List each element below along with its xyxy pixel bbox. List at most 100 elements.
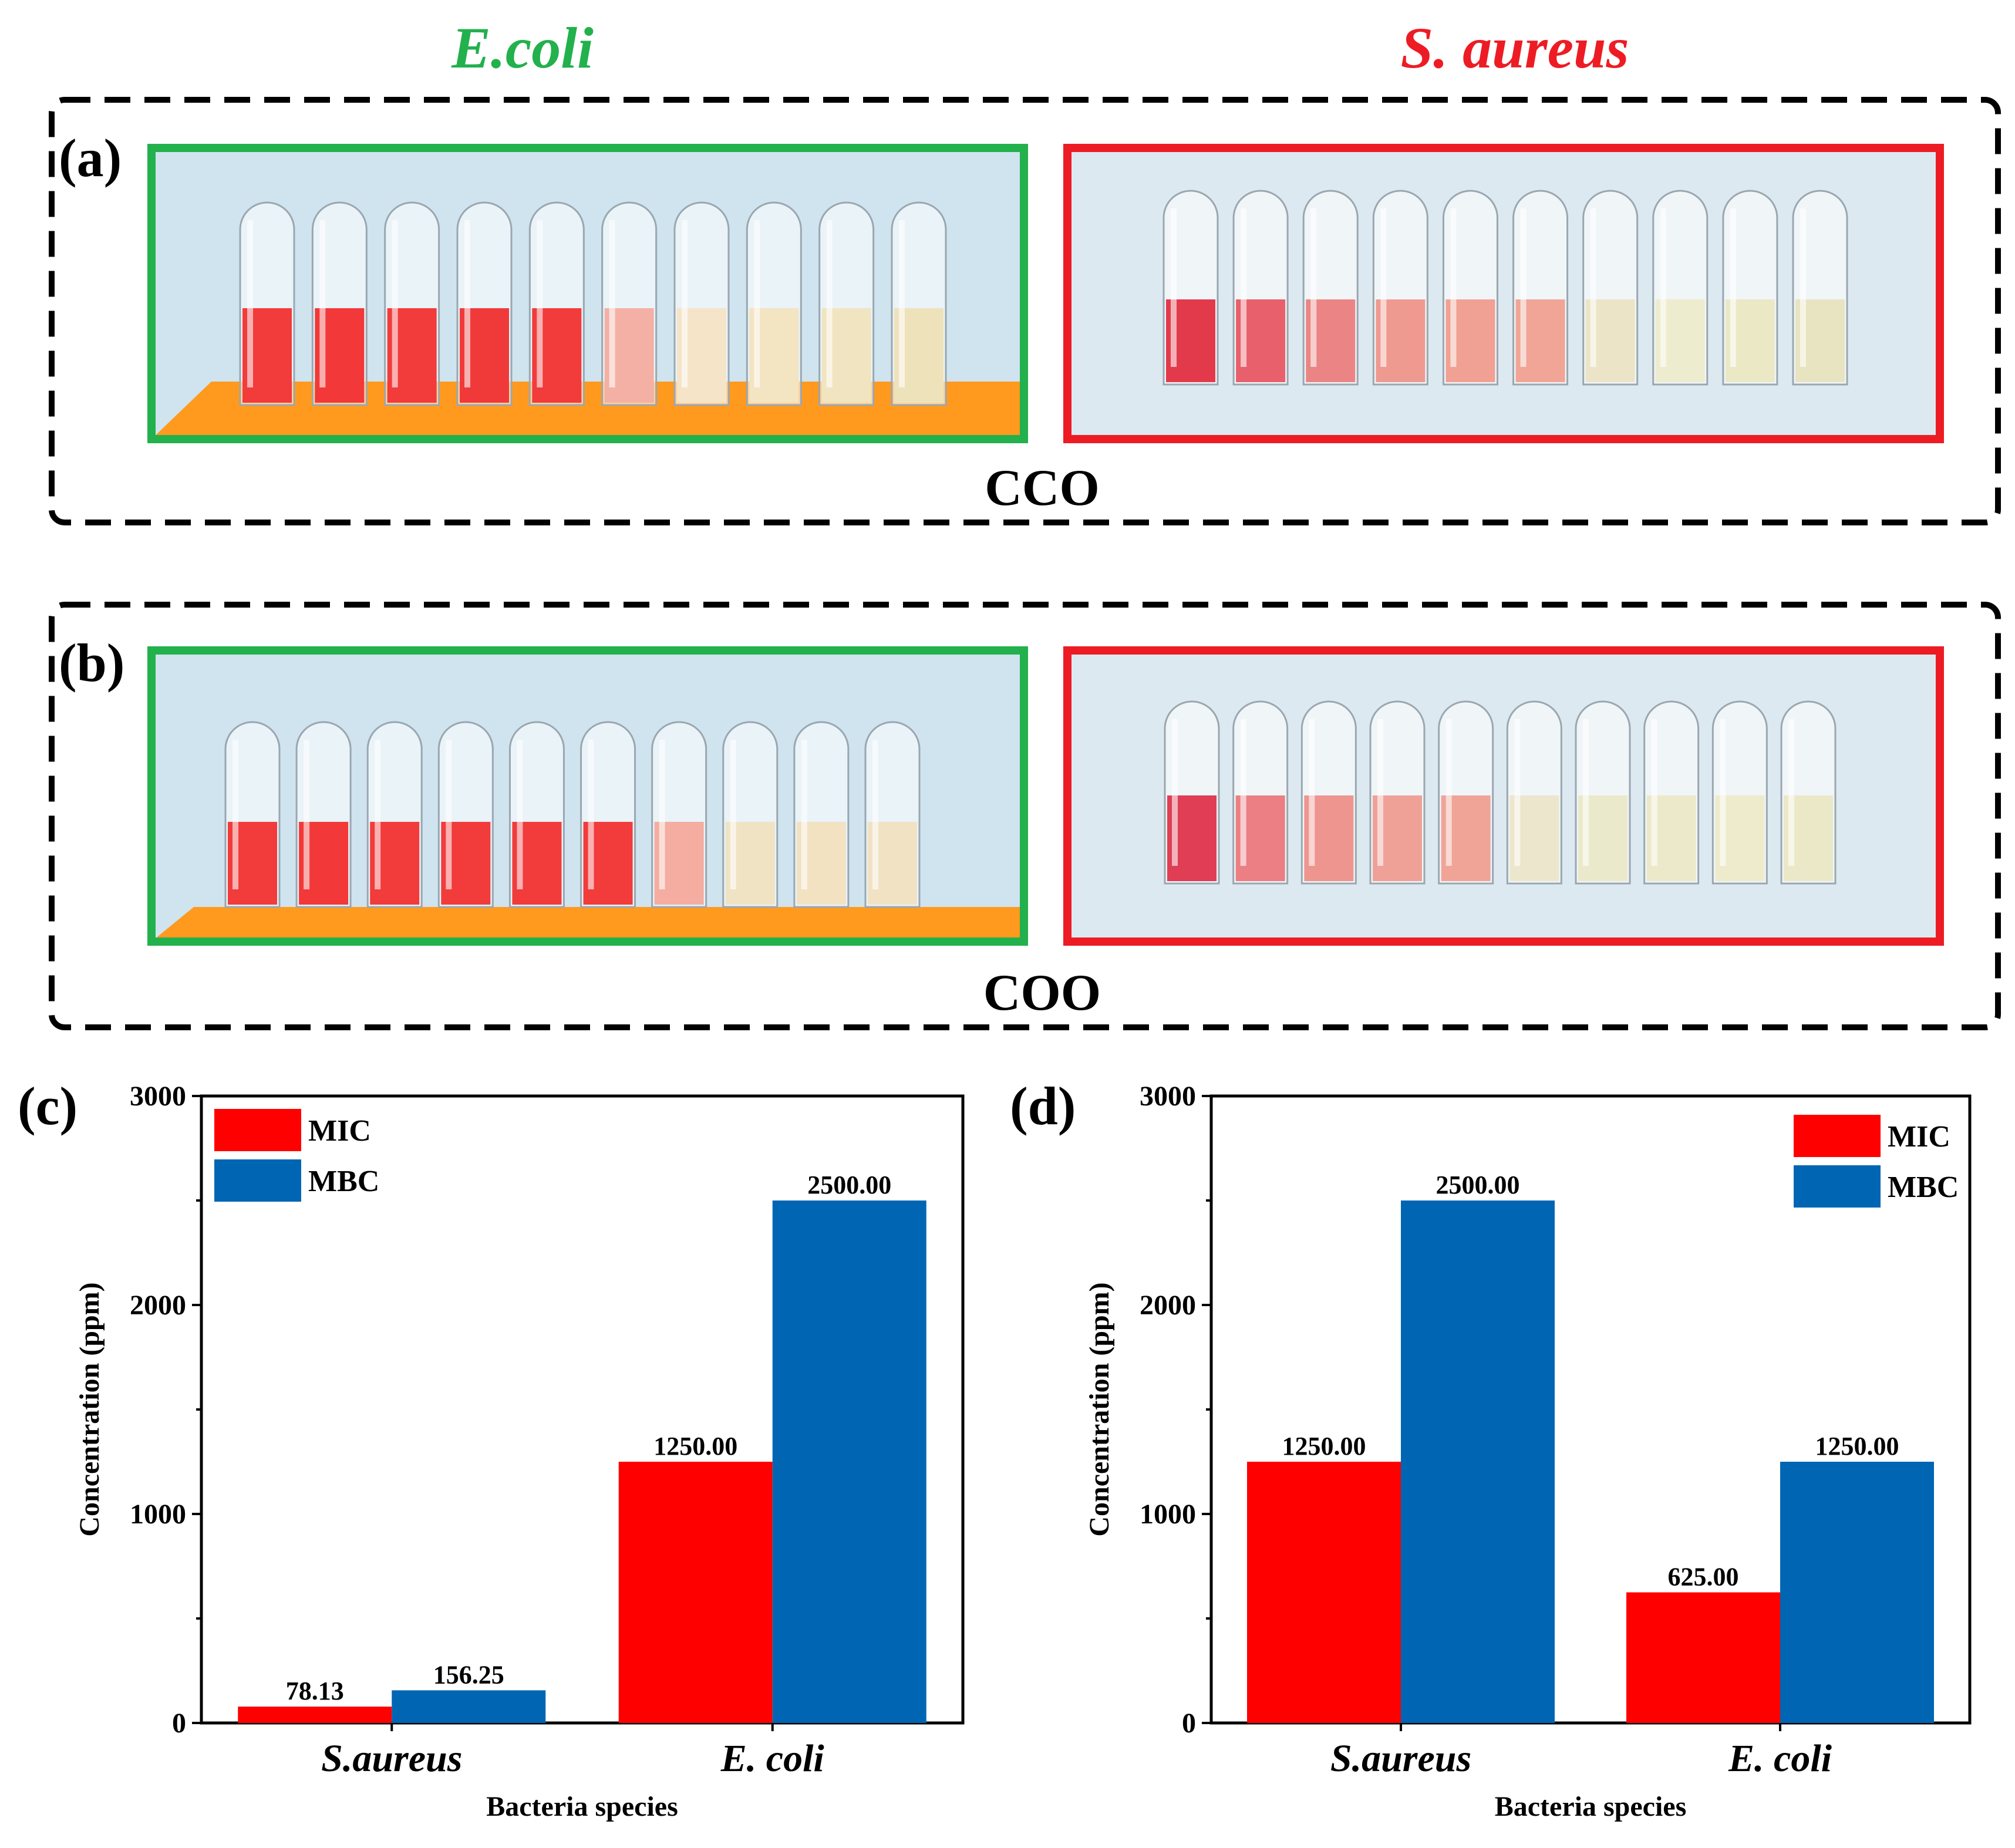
legend-swatch-mic: [1794, 1115, 1881, 1157]
ecoli-a-tube-9: [818, 201, 875, 406]
data-label: 2500.00: [807, 1171, 891, 1199]
x-tick-label: S.aureus: [321, 1737, 462, 1780]
tube-highlight: [659, 740, 665, 889]
tube-highlight: [588, 740, 594, 889]
ecoli-b-tube-2: [295, 721, 352, 908]
saureus-a-tube-10: [1792, 190, 1848, 386]
tube-highlight: [1730, 208, 1736, 367]
tube-highlight: [537, 220, 543, 387]
photo-ecoli-a: [147, 144, 1028, 443]
saureus-a-tube-8: [1652, 190, 1709, 386]
ecoli-b-tube-7: [651, 721, 707, 908]
tube-highlight: [1380, 208, 1387, 367]
tube-highlight: [682, 220, 688, 387]
tube-highlight: [517, 740, 523, 889]
tube-highlight: [754, 220, 760, 387]
material-label-b: COO: [983, 965, 1101, 1021]
panel-label-a: (a): [59, 128, 122, 188]
tube-highlight: [1310, 208, 1317, 367]
saureus-b-tube-6: [1506, 700, 1562, 885]
saureus-a-tube-7: [1582, 190, 1639, 386]
saureus-a-tube-9: [1722, 190, 1778, 386]
tube-highlight: [392, 220, 398, 387]
y-tick-label: 2000: [1140, 1290, 1196, 1321]
y-tick-label: 1000: [130, 1499, 186, 1530]
saureus-b-tube-3: [1300, 700, 1357, 885]
ecoli-b-tube-9: [793, 721, 850, 908]
header-saureus: S. aureus: [1400, 15, 1629, 80]
photo-ecoli-b: [147, 646, 1028, 946]
tube-highlight: [319, 220, 326, 387]
ecoli-a-tube-4: [456, 201, 513, 406]
x-tick-label: S.aureus: [1330, 1737, 1471, 1780]
tube-highlight: [609, 220, 615, 387]
tube-highlight: [1241, 208, 1247, 367]
dashed-frame-b: [49, 602, 2001, 1030]
ecoli-b-tube-3: [366, 721, 423, 908]
tube-highlight: [1720, 719, 1726, 866]
material-label-a: CCO: [985, 460, 1100, 517]
ecoli-b-tube-8: [722, 721, 779, 908]
saureus-a-tube-2: [1232, 190, 1289, 386]
ecoli-a-tube-7: [673, 201, 730, 406]
chart-c: 0 1000 2000 3000 S.aureus 78.13 156.25 E. coli 1…: [74, 1081, 965, 1822]
x-tick-label: E. coli: [720, 1737, 825, 1780]
ecoli-a-tube-3: [384, 201, 440, 406]
tube-highlight: [1583, 719, 1589, 866]
y-tick-label: 3000: [130, 1081, 186, 1112]
photo-panel-a: (a) CCO: [49, 97, 2001, 525]
bar-mic: [1626, 1592, 1780, 1723]
saureus-border-a: [1063, 144, 1944, 443]
tube-highlight: [304, 740, 310, 889]
legend-label-mbc: MBC: [1888, 1171, 1959, 1204]
panel-label-d: (d): [1010, 1076, 1076, 1136]
tube-highlight: [1520, 208, 1527, 367]
tubes-ecoli-b: [224, 721, 921, 908]
tube-highlight: [1309, 719, 1315, 866]
tubes-ecoli-a: [239, 201, 947, 406]
tube-highlight: [1660, 208, 1666, 367]
tubes-saureus-b: [1164, 700, 1837, 885]
bar-mbc: [1780, 1462, 1934, 1723]
legend-swatch-mic: [214, 1109, 301, 1151]
tube-highlight: [1171, 208, 1177, 367]
data-label: 625.00: [1668, 1563, 1739, 1591]
ecoli-a-tube-10: [891, 201, 947, 406]
bar-mic: [618, 1462, 773, 1723]
dashed-frame-a: [49, 97, 2001, 525]
saureus-a-tube-1: [1162, 190, 1219, 386]
ecoli-a-tube-1: [239, 201, 295, 406]
tube-highlight: [730, 740, 736, 889]
panel-label-c: (c): [18, 1076, 78, 1136]
ecoli-b-tube-6: [580, 721, 636, 908]
bar-mic: [1247, 1462, 1401, 1723]
tube-highlight: [1590, 208, 1596, 367]
data-label: 156.25: [433, 1660, 504, 1689]
data-label: 1250.00: [1282, 1432, 1366, 1461]
legend-label-mic: MIC: [308, 1114, 371, 1148]
y-tick-label: 2000: [130, 1290, 186, 1321]
bar-mbc: [1401, 1200, 1555, 1723]
saureus-b-tube-8: [1643, 700, 1700, 885]
tube-highlight: [1445, 719, 1452, 866]
y-tick-label: 0: [172, 1708, 186, 1739]
bar-mic: [238, 1707, 392, 1723]
ecoli-b-tube-5: [508, 721, 565, 908]
data-label: 78.13: [286, 1677, 344, 1705]
y-tick-label: 0: [1182, 1708, 1196, 1739]
legend-swatch-mbc: [1794, 1165, 1881, 1208]
legend-swatch-mbc: [214, 1159, 301, 1202]
saureus-a-tube-4: [1372, 190, 1428, 386]
ecoli-border-a: [147, 144, 1028, 443]
tube-highlight: [1514, 719, 1521, 866]
tube-highlight: [464, 220, 470, 387]
photo-panel-b: (b) COO: [49, 602, 2001, 1030]
tube-highlight: [1800, 208, 1806, 367]
tube-rack-a: [151, 382, 1024, 439]
ecoli-b-tube-1: [224, 721, 281, 908]
bar-mbc: [772, 1200, 926, 1723]
bar-mbc: [392, 1690, 546, 1723]
tube-highlight: [1788, 719, 1794, 866]
legend-label-mbc: MBC: [308, 1165, 379, 1198]
